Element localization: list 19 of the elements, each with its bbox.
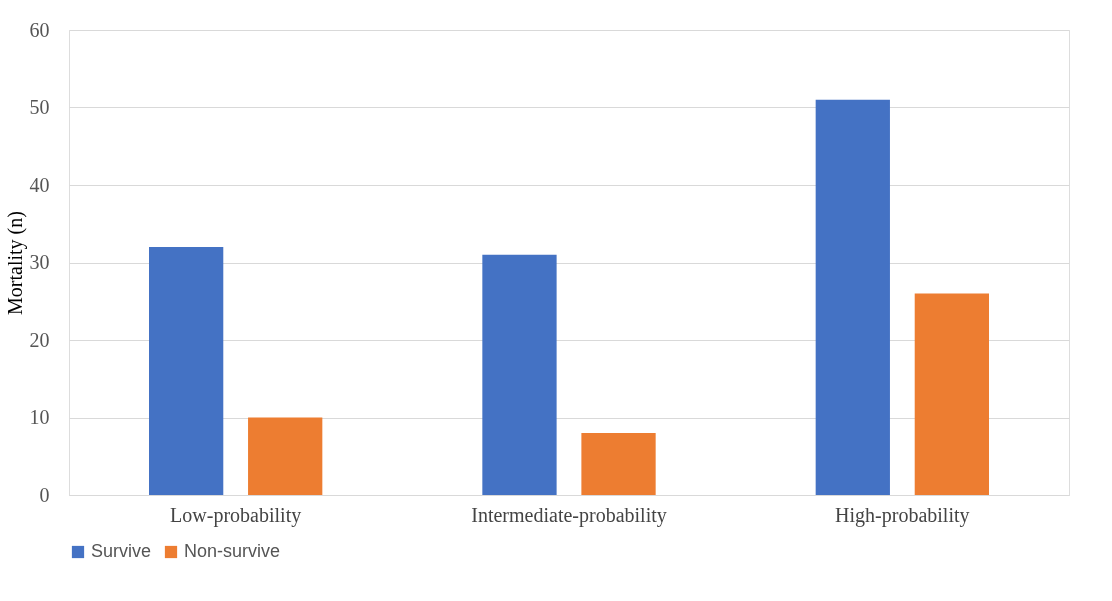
x-tick-label: Intermediate-probability <box>471 503 667 527</box>
bar <box>914 293 989 495</box>
y-tick-label: 60 <box>29 18 50 41</box>
y-tick-label: 20 <box>29 328 50 351</box>
bar <box>482 254 557 495</box>
x-tick-label: Low-probability <box>170 503 302 527</box>
y-tick-label: 50 <box>29 96 50 118</box>
bar <box>248 417 323 495</box>
bar <box>149 247 224 495</box>
y-tick-label: 0 <box>39 483 50 506</box>
y-tick-label: 10 <box>29 406 50 428</box>
legend-label: Non-survive <box>184 541 281 561</box>
bar <box>581 433 656 495</box>
y-tick-label: 40 <box>29 173 50 196</box>
y-tick-label: 30 <box>29 251 50 273</box>
legend-label: Survive <box>91 541 152 561</box>
y-axis-title: Mortality (n) <box>3 211 27 315</box>
x-tick-label: High-probability <box>835 503 970 527</box>
bar <box>815 99 890 495</box>
